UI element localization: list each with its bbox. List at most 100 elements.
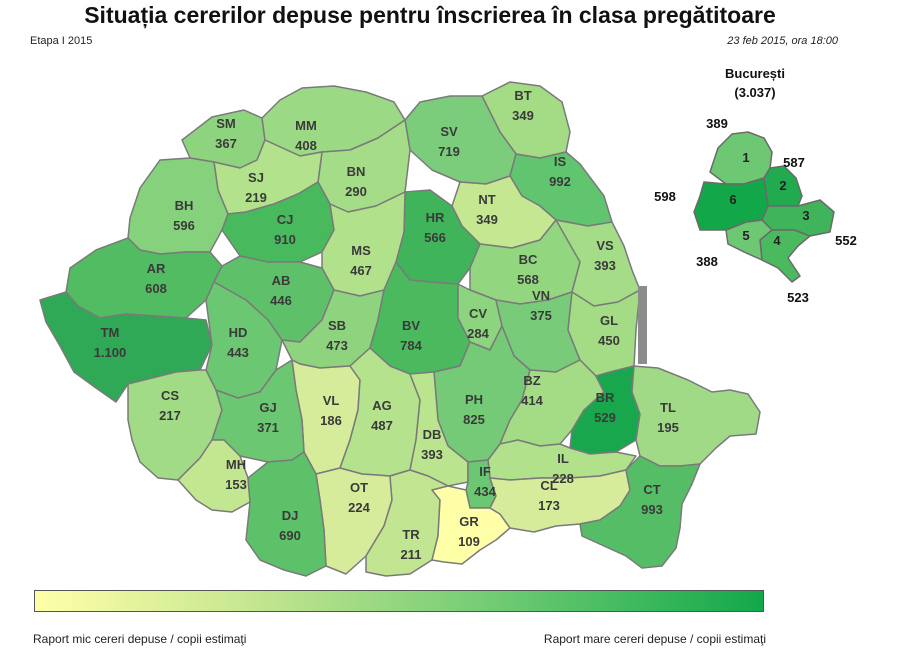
county-code-sv: SV bbox=[440, 124, 458, 139]
county-code-db: DB bbox=[423, 427, 442, 442]
county-tl bbox=[631, 365, 761, 467]
bucharest-sector-value-1: 389 bbox=[706, 116, 728, 131]
county-bz bbox=[499, 359, 605, 447]
county-code-nt: NT bbox=[478, 192, 495, 207]
bucharest-sector-value-3: 552 bbox=[835, 233, 857, 248]
bucharest-name: București bbox=[725, 66, 785, 81]
county-value-bh: 596 bbox=[173, 218, 195, 233]
county-value-ar: 608 bbox=[145, 281, 167, 296]
county-code-br: BR bbox=[596, 390, 615, 405]
county-value-tr: 211 bbox=[401, 547, 422, 562]
county-value-cs: 217 bbox=[159, 408, 181, 423]
county-value-tm: 1.100 bbox=[94, 345, 127, 360]
bucharest-sector-4 bbox=[759, 229, 811, 283]
county-code-cv: CV bbox=[469, 306, 487, 321]
county-code-sj: SJ bbox=[248, 170, 264, 185]
county-value-br: 529 bbox=[594, 410, 616, 425]
county-value-sb: 473 bbox=[326, 338, 348, 353]
county-gr bbox=[431, 485, 511, 565]
bucharest-sector-value-2: 587 bbox=[783, 155, 805, 170]
county-code-hd: HD bbox=[229, 325, 248, 340]
county-value-cl: 173 bbox=[538, 498, 560, 513]
bucharest-total: (3.037) bbox=[734, 85, 776, 100]
county-value-ms: 467 bbox=[350, 263, 372, 278]
county-value-ph: 825 bbox=[463, 412, 485, 427]
county-value-bc: 568 bbox=[517, 272, 539, 287]
county-code-dj: DJ bbox=[282, 508, 299, 523]
bucharest-sector-number-6: 6 bbox=[729, 192, 736, 207]
county-value-hr: 566 bbox=[424, 230, 446, 245]
county-code-vl: VL bbox=[323, 393, 340, 408]
county-value-bn: 290 bbox=[345, 184, 367, 199]
county-value-hd: 443 bbox=[227, 345, 249, 360]
county-code-gr: GR bbox=[459, 514, 479, 529]
bucharest-sector-value-5: 388 bbox=[696, 254, 718, 269]
county-value-vl: 186 bbox=[320, 413, 342, 428]
county-value-mh: 153 bbox=[225, 477, 247, 492]
county-code-gl: GL bbox=[600, 313, 618, 328]
bucharest-sector-number-3: 3 bbox=[802, 208, 809, 223]
county-code-is: IS bbox=[554, 154, 567, 169]
sea-marker bbox=[638, 286, 647, 364]
county-code-if: IF bbox=[479, 464, 491, 479]
county-code-tr: TR bbox=[402, 527, 420, 542]
county-code-mh: MH bbox=[226, 457, 246, 472]
county-value-cv: 284 bbox=[467, 326, 489, 341]
county-code-mm: MM bbox=[295, 118, 317, 133]
county-value-is: 992 bbox=[549, 174, 571, 189]
bucharest-sector-number-1: 1 bbox=[742, 150, 749, 165]
county-value-vs: 393 bbox=[594, 258, 616, 273]
county-code-hr: HR bbox=[426, 210, 445, 225]
bucharest-sector-number-5: 5 bbox=[742, 228, 749, 243]
county-value-gr: 109 bbox=[458, 534, 480, 549]
county-value-bz: 414 bbox=[521, 393, 543, 408]
county-code-ab: AB bbox=[272, 273, 291, 288]
county-value-sv: 719 bbox=[438, 144, 460, 159]
county-value-vn: 375 bbox=[530, 308, 552, 323]
bucharest-sector-6 bbox=[693, 177, 769, 231]
county-code-tm: TM bbox=[101, 325, 120, 340]
county-dj bbox=[245, 451, 327, 577]
county-value-cj: 910 bbox=[274, 232, 296, 247]
stage-label: Etapa I 2015 bbox=[30, 35, 93, 47]
county-code-cj: CJ bbox=[277, 212, 294, 227]
county-code-ct: CT bbox=[643, 482, 660, 497]
county-value-gj: 371 bbox=[257, 420, 279, 435]
bucharest-sector-1 bbox=[709, 131, 773, 185]
county-db bbox=[409, 371, 469, 487]
bucharest-sector-value-4: 523 bbox=[787, 290, 809, 305]
county-value-sj: 219 bbox=[245, 190, 267, 205]
legend-high-label: Raport mare cereri depuse / copii estima… bbox=[543, 632, 766, 646]
county-code-bz: BZ bbox=[523, 373, 540, 388]
county-ct bbox=[579, 455, 701, 569]
county-code-sb: SB bbox=[328, 318, 346, 333]
county-value-ag: 487 bbox=[371, 418, 393, 433]
bucharest-sector-value-6: 598 bbox=[654, 189, 676, 204]
county-code-il: IL bbox=[557, 451, 569, 466]
county-code-sm: SM bbox=[216, 116, 236, 131]
county-value-gl: 450 bbox=[598, 333, 620, 348]
county-code-ms: MS bbox=[351, 243, 371, 258]
county-value-ab: 446 bbox=[270, 293, 292, 308]
county-value-db: 393 bbox=[421, 447, 443, 462]
county-value-sm: 367 bbox=[215, 136, 237, 151]
county-code-cl: CL bbox=[540, 478, 557, 493]
legend-gradient-bar bbox=[34, 590, 764, 612]
bucharest-title: București (3.037) bbox=[700, 64, 810, 102]
county-code-ar: AR bbox=[147, 261, 166, 276]
county-code-gj: GJ bbox=[259, 400, 276, 415]
county-value-dj: 690 bbox=[279, 528, 301, 543]
legend-low-label: Raport mic cereri depuse / copii estimaţ… bbox=[33, 632, 247, 646]
date-label: 23 feb 2015, ora 18:00 bbox=[727, 35, 838, 47]
county-code-bc: BC bbox=[519, 252, 538, 267]
county-code-bh: BH bbox=[175, 198, 194, 213]
county-value-tl: 195 bbox=[657, 420, 679, 435]
county-value-ct: 993 bbox=[641, 502, 663, 517]
county-value-il: 228 bbox=[552, 471, 574, 486]
county-code-vs: VS bbox=[596, 238, 614, 253]
county-value-bt: 349 bbox=[512, 108, 534, 123]
county-value-mm: 408 bbox=[295, 138, 317, 153]
county-code-bv: BV bbox=[402, 318, 420, 333]
bucharest-sector-number-4: 4 bbox=[773, 233, 781, 248]
